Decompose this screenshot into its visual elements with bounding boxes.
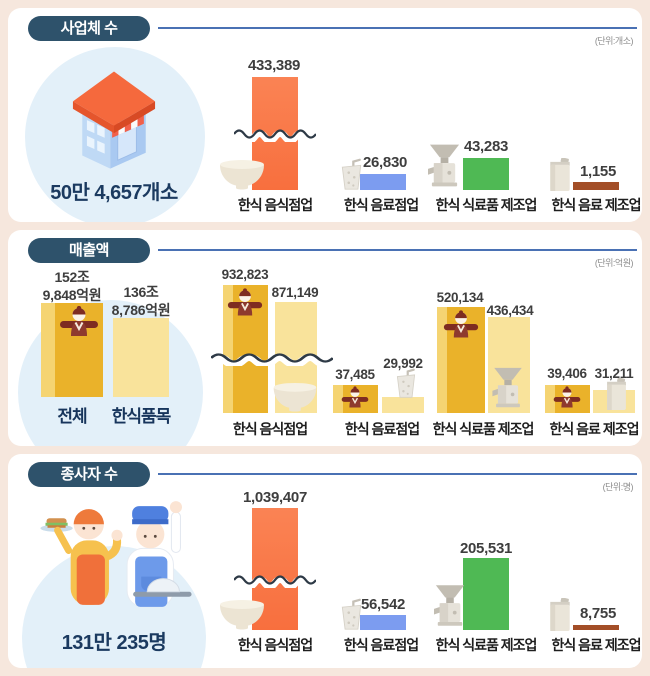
workers-icon xyxy=(34,492,196,628)
bar-beverage-mfg xyxy=(573,625,619,630)
bar-label: 한식 음식점업 xyxy=(237,637,313,653)
divider-line xyxy=(158,27,637,29)
bar-value: 26,830 xyxy=(362,154,408,171)
bar-beverage-mfg xyxy=(573,182,619,190)
bar-label: 한식 식료품 제조업 xyxy=(435,197,538,213)
section-business-count: 사업체 수 (단위:개소) 50만 4,657개소 433,389 한식 음식점… xyxy=(8,8,642,222)
section-revenue: 매출액 (단위:억원) 152조 9,848억원 전체 136조 8,786억원… xyxy=(8,230,642,446)
total-count: 50만 4,657개소 xyxy=(50,182,178,204)
group-hansik-value: 31,211 xyxy=(594,366,634,381)
bar-overall-hansik xyxy=(113,318,169,397)
group-hansik-value: 436,434 xyxy=(486,303,534,318)
group-total-value: 39,406 xyxy=(547,366,587,381)
section-title-badge: 종사자 수 xyxy=(28,462,150,487)
bar-label: 한식 음료 제조업 xyxy=(551,637,642,653)
bowl-icon xyxy=(219,599,265,631)
group-total-value: 37,485 xyxy=(335,367,375,382)
bar-food-mfg xyxy=(463,158,509,190)
bar-value: 56,542 xyxy=(360,596,406,613)
group-label: 한식 음료점업 xyxy=(344,421,420,437)
drink-glass-icon xyxy=(339,158,364,191)
unit-label: (단위:개소) xyxy=(594,36,634,46)
canister-icon xyxy=(605,378,628,410)
section-title-badge: 매출액 xyxy=(28,238,150,263)
bar-label: 한식 음료점업 xyxy=(343,637,419,653)
bar-label: 한식 음료 제조업 xyxy=(551,197,642,213)
bar-value: 43,283 xyxy=(463,138,509,155)
mill-icon xyxy=(434,582,466,630)
bar-value: 205,531 xyxy=(459,540,513,557)
overall-total-value: 152조 9,848억원 xyxy=(22,268,122,304)
overall-label: 한식품목 xyxy=(111,407,172,426)
value-line: 152조 xyxy=(54,269,90,285)
bar-label: 한식 식료품 제조업 xyxy=(435,637,538,653)
bar-value: 1,155 xyxy=(579,163,617,180)
group-hansik-value: 29,992 xyxy=(383,356,423,371)
person-icon xyxy=(341,386,369,408)
group-label: 한식 식료품 제조업 xyxy=(432,421,535,437)
canister-icon xyxy=(548,598,572,631)
group-label: 한식 음료 제조업 xyxy=(549,421,640,437)
bowl-icon xyxy=(219,159,265,191)
divider-line xyxy=(158,249,637,251)
group-hansik-value: 871,149 xyxy=(271,285,319,300)
mill-icon xyxy=(492,366,524,410)
bar-overall-total xyxy=(41,303,103,397)
axis-break-wave xyxy=(234,572,316,588)
canister-icon xyxy=(548,158,572,191)
value-line: 9,848억원 xyxy=(42,287,102,303)
person-icon xyxy=(227,288,263,316)
total-count: 131만 235명 xyxy=(61,632,167,654)
mill-icon xyxy=(428,141,461,191)
group-label: 한식 음식점업 xyxy=(232,421,308,437)
bar-value: 1,039,407 xyxy=(242,489,308,506)
bar-beverage-retail xyxy=(360,615,406,630)
overall-hansik-value: 136조 8,786억원 xyxy=(91,283,191,319)
unit-label: (단위:억원) xyxy=(594,258,634,268)
person-icon xyxy=(553,386,581,408)
store-house-icon xyxy=(58,64,170,178)
bar-group-hansik xyxy=(382,397,424,413)
divider-line xyxy=(158,473,637,475)
section-workers-count: 종사자 수 (단위:명) 131만 235명 1,039,407 한식 음식점업… xyxy=(8,454,642,668)
axis-break-wave xyxy=(211,350,333,366)
group-total-value: 932,823 xyxy=(221,267,269,282)
value-line: 136조 xyxy=(123,284,159,300)
bar-food-mfg xyxy=(463,558,509,630)
person-icon xyxy=(443,310,479,338)
group-total-value: 520,134 xyxy=(436,290,484,305)
drink-glass-icon xyxy=(394,368,418,399)
value-line: 8,786억원 xyxy=(111,302,171,318)
bar-label: 한식 음료점업 xyxy=(343,197,419,213)
overall-label: 전체 xyxy=(57,407,87,426)
bar-label: 한식 음식점업 xyxy=(237,197,313,213)
section-title-badge: 사업체 수 xyxy=(28,16,150,41)
bar-beverage-retail xyxy=(360,174,406,190)
unit-label: (단위:명) xyxy=(602,482,634,492)
axis-break-wave xyxy=(234,126,316,142)
bar-value: 433,389 xyxy=(247,57,301,74)
bowl-icon xyxy=(272,382,318,413)
bar-value: 8,755 xyxy=(579,605,617,622)
drink-glass-icon xyxy=(339,598,364,631)
